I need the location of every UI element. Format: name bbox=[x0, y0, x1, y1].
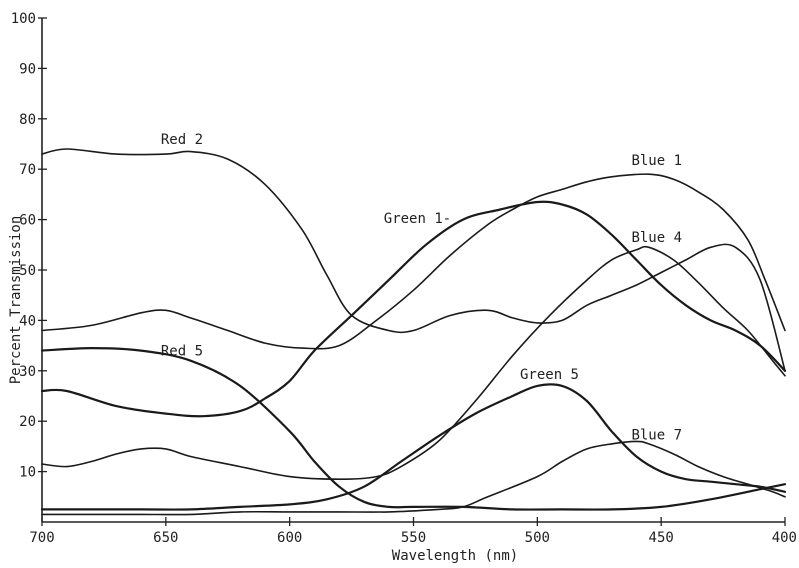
axes bbox=[41, 18, 785, 523]
x-ticks: 700 650 600 550 500 450 400 bbox=[29, 517, 797, 546]
series-line-blue-4 bbox=[41, 245, 786, 480]
y-tick-label-40: 40 bbox=[19, 313, 36, 329]
curve-label-blue-1: Blue 1 bbox=[631, 153, 682, 169]
curve-label-red-2: Red 2 bbox=[161, 132, 203, 148]
y-ticks: 10 20 30 40 50 60 70 80 90 100 bbox=[11, 11, 47, 481]
x-tick-label-700: 700 bbox=[29, 530, 54, 546]
y-tick-label-30: 30 bbox=[19, 364, 36, 380]
curve-label-red-5: Red 5 bbox=[161, 344, 203, 360]
curve-label-green-1: Green 1- bbox=[384, 211, 451, 227]
series-line-red-5 bbox=[40, 347, 787, 511]
curve-label-blue-4: Blue 4 bbox=[631, 230, 682, 246]
y-tick-label-90: 90 bbox=[19, 61, 36, 77]
series-curves bbox=[40, 148, 787, 516]
x-tick-label-500: 500 bbox=[525, 530, 550, 546]
curve-label-blue-7: Blue 7 bbox=[631, 427, 682, 443]
series-line-red-2 bbox=[41, 148, 786, 372]
curve-label-green-5: Green 5 bbox=[520, 367, 579, 383]
y-tick-label-100: 100 bbox=[11, 11, 36, 27]
series-line-green-5 bbox=[40, 383, 787, 511]
curve-labels: Red 2 Red 5 Green 1- Blue 1 Blue 4 Green 5 Blu… bbox=[161, 132, 682, 443]
x-tick-label-400: 400 bbox=[772, 530, 797, 546]
series-line-blue-7 bbox=[41, 440, 786, 516]
y-axis-title: Percent Transmission bbox=[8, 216, 24, 385]
x-axis-title: Wavelength (nm) bbox=[392, 548, 518, 564]
x-tick-label-600: 600 bbox=[277, 530, 302, 546]
y-tick-label-20: 20 bbox=[19, 414, 36, 430]
y-tick-label-70: 70 bbox=[19, 162, 36, 178]
series-line-blue-1 bbox=[41, 173, 786, 350]
series-line-green-1 bbox=[40, 200, 787, 418]
y-tick-label-60: 60 bbox=[19, 213, 36, 229]
y-tick-label-50: 50 bbox=[19, 263, 36, 279]
x-tick-label-450: 450 bbox=[649, 530, 674, 546]
x-tick-label-650: 650 bbox=[153, 530, 178, 546]
x-tick-label-550: 550 bbox=[401, 530, 426, 546]
y-tick-label-10: 10 bbox=[19, 465, 36, 481]
y-tick-label-80: 80 bbox=[19, 112, 36, 128]
